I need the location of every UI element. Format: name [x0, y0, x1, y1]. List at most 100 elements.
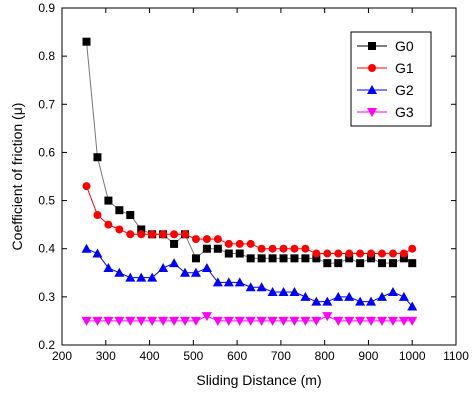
x-tick-label: 300 [96, 349, 116, 363]
x-tick-label: 1100 [443, 349, 469, 363]
series-g2-point [201, 262, 212, 272]
series-g2 [81, 243, 418, 311]
series-g0-point [257, 254, 266, 263]
series-g2-point [223, 277, 234, 287]
series-g3-point [377, 316, 388, 326]
series-g3-point [147, 316, 158, 326]
series-g0-point [268, 254, 277, 263]
series-g0-point [323, 259, 332, 268]
series-g3 [81, 312, 418, 326]
series-g1-point [224, 239, 233, 248]
series-g2-point [407, 301, 418, 311]
series-g3-point [256, 316, 267, 326]
series-g3-point [180, 316, 191, 326]
series-g0-point [93, 153, 102, 162]
series-g2-point [256, 282, 267, 292]
series-g1-point [378, 249, 387, 258]
series-g0-point [345, 254, 354, 263]
legend-box [350, 31, 432, 127]
series-g0-point [312, 254, 321, 263]
series-g1-point [93, 211, 102, 220]
x-tick-label: 800 [315, 349, 335, 363]
y-tick-label: 0.6 [38, 145, 55, 159]
series-g3-point [190, 316, 201, 326]
series-g2-point [158, 262, 169, 272]
series-g2-point [180, 267, 191, 277]
series-g3-point [103, 316, 114, 326]
series-g1-point [191, 235, 200, 244]
series-g3-point [245, 316, 256, 326]
series-g3-point [125, 316, 136, 326]
series-g1-point [126, 230, 135, 239]
series-g2-point [245, 282, 256, 292]
series-g1-point [345, 249, 354, 258]
x-axis-title: Sliding Distance (m) [196, 372, 321, 388]
series-g0-point [301, 254, 310, 263]
series-g0-point [367, 254, 376, 263]
series-g0-point [246, 254, 255, 263]
series-g0-point [408, 259, 417, 268]
series-g2-point [387, 287, 398, 297]
series-g3-point [158, 316, 169, 326]
series-g1 [82, 182, 417, 258]
series-g1-point [388, 249, 397, 258]
series-g3-point [366, 316, 377, 326]
series-g3-point [267, 316, 278, 326]
legend-label: G0 [395, 38, 414, 54]
series-g0-point [224, 249, 233, 258]
series-g2-point [300, 291, 311, 301]
series-g0-point [213, 244, 222, 253]
series-g1-point [290, 244, 299, 253]
series-g1-point [202, 235, 211, 244]
series-g1-point [115, 225, 124, 234]
series-g1-point [235, 239, 244, 248]
series-g3-point [322, 312, 333, 322]
series-g1-point [170, 230, 179, 239]
series-g0-point [104, 196, 113, 205]
series-layer [81, 37, 418, 326]
series-g3-point [300, 316, 311, 326]
series-g2-point [311, 296, 322, 306]
series-g1-point [257, 244, 266, 253]
series-g1-point [408, 244, 417, 253]
series-g3-point [407, 316, 418, 326]
series-g0-point [170, 239, 179, 248]
series-g2-point [190, 267, 201, 277]
series-g1-point [137, 230, 146, 239]
series-g0-point [290, 254, 299, 263]
series-g3-point [289, 316, 300, 326]
series-g1-point [246, 239, 255, 248]
y-tick-label: 0.4 [38, 242, 55, 256]
series-g3-point [212, 316, 223, 326]
series-g0-point [235, 249, 244, 258]
series-g1-point [312, 249, 321, 258]
series-g1-point [367, 249, 376, 258]
series-g0-point [388, 259, 397, 268]
x-axis: 200 300 400 500 600 700 800 900 1000 1100 [52, 8, 469, 363]
series-g1-point [213, 235, 222, 244]
series-g0-point [115, 206, 124, 215]
legend-label: G3 [395, 104, 414, 120]
series-g2-point [355, 296, 366, 306]
series-g2-point [377, 291, 388, 301]
series-g3-point [169, 316, 180, 326]
series-g1-point [334, 249, 343, 258]
series-g0-point [82, 37, 91, 46]
series-g2-point [114, 267, 125, 277]
legend-label: G2 [395, 82, 414, 98]
x-tick-label: 1000 [399, 349, 426, 363]
series-g2-point [333, 291, 344, 301]
series-g0-point [137, 225, 146, 234]
y-tick-label: 0.3 [38, 290, 55, 304]
series-g3-point [234, 316, 245, 326]
series-g2-point [267, 287, 278, 297]
series-g2-point [147, 272, 158, 282]
series-g0-point [202, 244, 211, 253]
series-g3-point [114, 316, 125, 326]
series-g1-point [301, 244, 310, 253]
series-g3-point [333, 316, 344, 326]
series-g1-point [148, 230, 157, 239]
series-g1-point [399, 249, 408, 258]
plot-area [61, 7, 457, 346]
